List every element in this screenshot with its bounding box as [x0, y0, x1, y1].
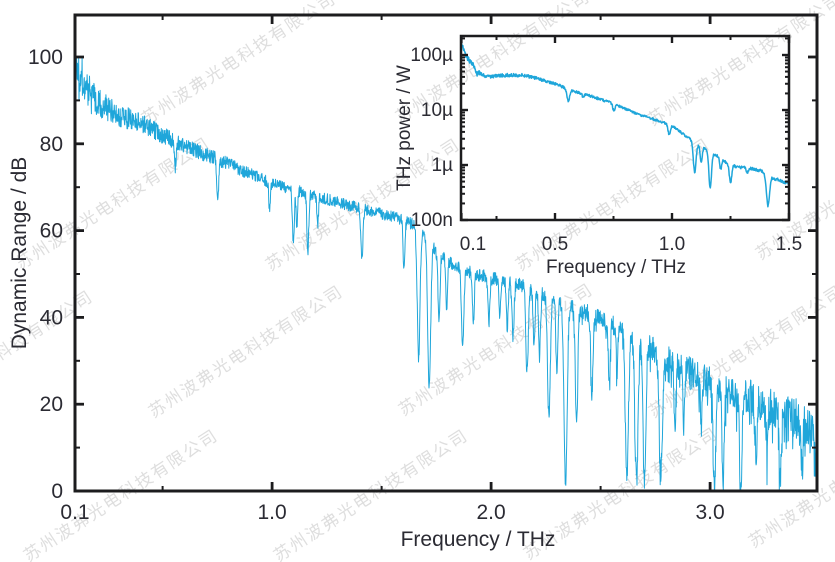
inset-series-path	[461, 39, 789, 208]
inset-x-tick-label: 1.5	[776, 234, 802, 255]
inset-y-tick-label: 1µ	[431, 155, 453, 176]
main-y-tick-label: 60	[40, 220, 63, 243]
main-y-axis-title: Dynamic Range / dB	[8, 157, 31, 350]
inset-y-tick-label: 100µ	[410, 45, 453, 66]
inset-y-tick-label: 10µ	[421, 100, 453, 121]
main-x-tick-label: 2.0	[476, 501, 505, 524]
inset-y-tick-label: 100n	[411, 210, 453, 231]
inset-y-axis-title: THz power / W	[394, 65, 415, 191]
inset-x-tick-label: 0.1	[460, 234, 486, 255]
main-x-axis-title: Frequency / THz	[401, 528, 556, 551]
main-x-tick-label: 1.0	[257, 501, 286, 524]
main-y-tick-label: 100	[28, 46, 63, 69]
inset-x-tick-label: 1.0	[659, 234, 685, 255]
main-x-tick-label: 3.0	[695, 501, 724, 524]
inset-x-axis-title: Frequency / THz	[546, 257, 686, 278]
main-plot-frame	[73, 13, 819, 493]
main-y-tick-label: 40	[40, 306, 63, 329]
main-x-tick-label: 0.1	[60, 501, 89, 524]
main-series-path	[75, 46, 817, 491]
inset-plot-frame	[459, 34, 791, 222]
inset-x-tick-label: 0.5	[542, 234, 568, 255]
main-y-tick-label: 20	[40, 393, 63, 416]
main-y-tick-label: 0	[51, 480, 63, 503]
generated-plot-elements: 0.1 1.0 2.0 3.0 0 20 40 60 80 100 0.1 0.5 1.0 1.5 100µ…	[28, 15, 817, 524]
main-y-tick-label: 80	[40, 133, 63, 156]
